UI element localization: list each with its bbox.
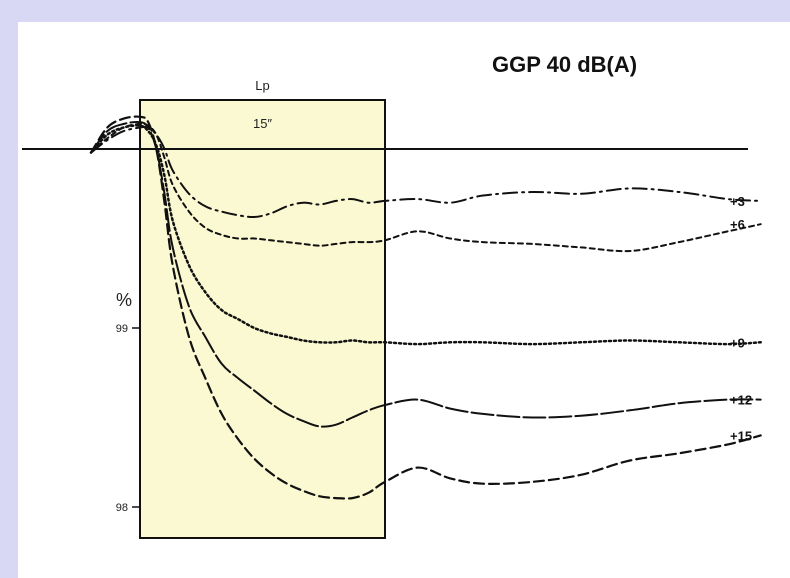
y-tick-label: 98 (116, 502, 128, 514)
series-label: +3 (730, 194, 745, 209)
chart-title: GGP 40 dB(A) (492, 52, 638, 77)
series-line-2 (90, 122, 762, 253)
region-duration-label: 15″ (253, 116, 272, 131)
y-axis-label: % (116, 290, 132, 310)
series-label: +6 (730, 217, 745, 232)
series-label: +9 (730, 335, 745, 350)
series-label: +15 (730, 428, 752, 443)
series-label: +12 (730, 393, 752, 408)
region-label: Lp (255, 78, 269, 93)
stimulus-region (139, 99, 386, 539)
series-line-1 (90, 125, 762, 219)
series-line-5 (89, 115, 762, 500)
series-line-3 (89, 124, 762, 346)
series-line-4 (90, 120, 762, 428)
y-tick-label: 99 (116, 323, 128, 335)
